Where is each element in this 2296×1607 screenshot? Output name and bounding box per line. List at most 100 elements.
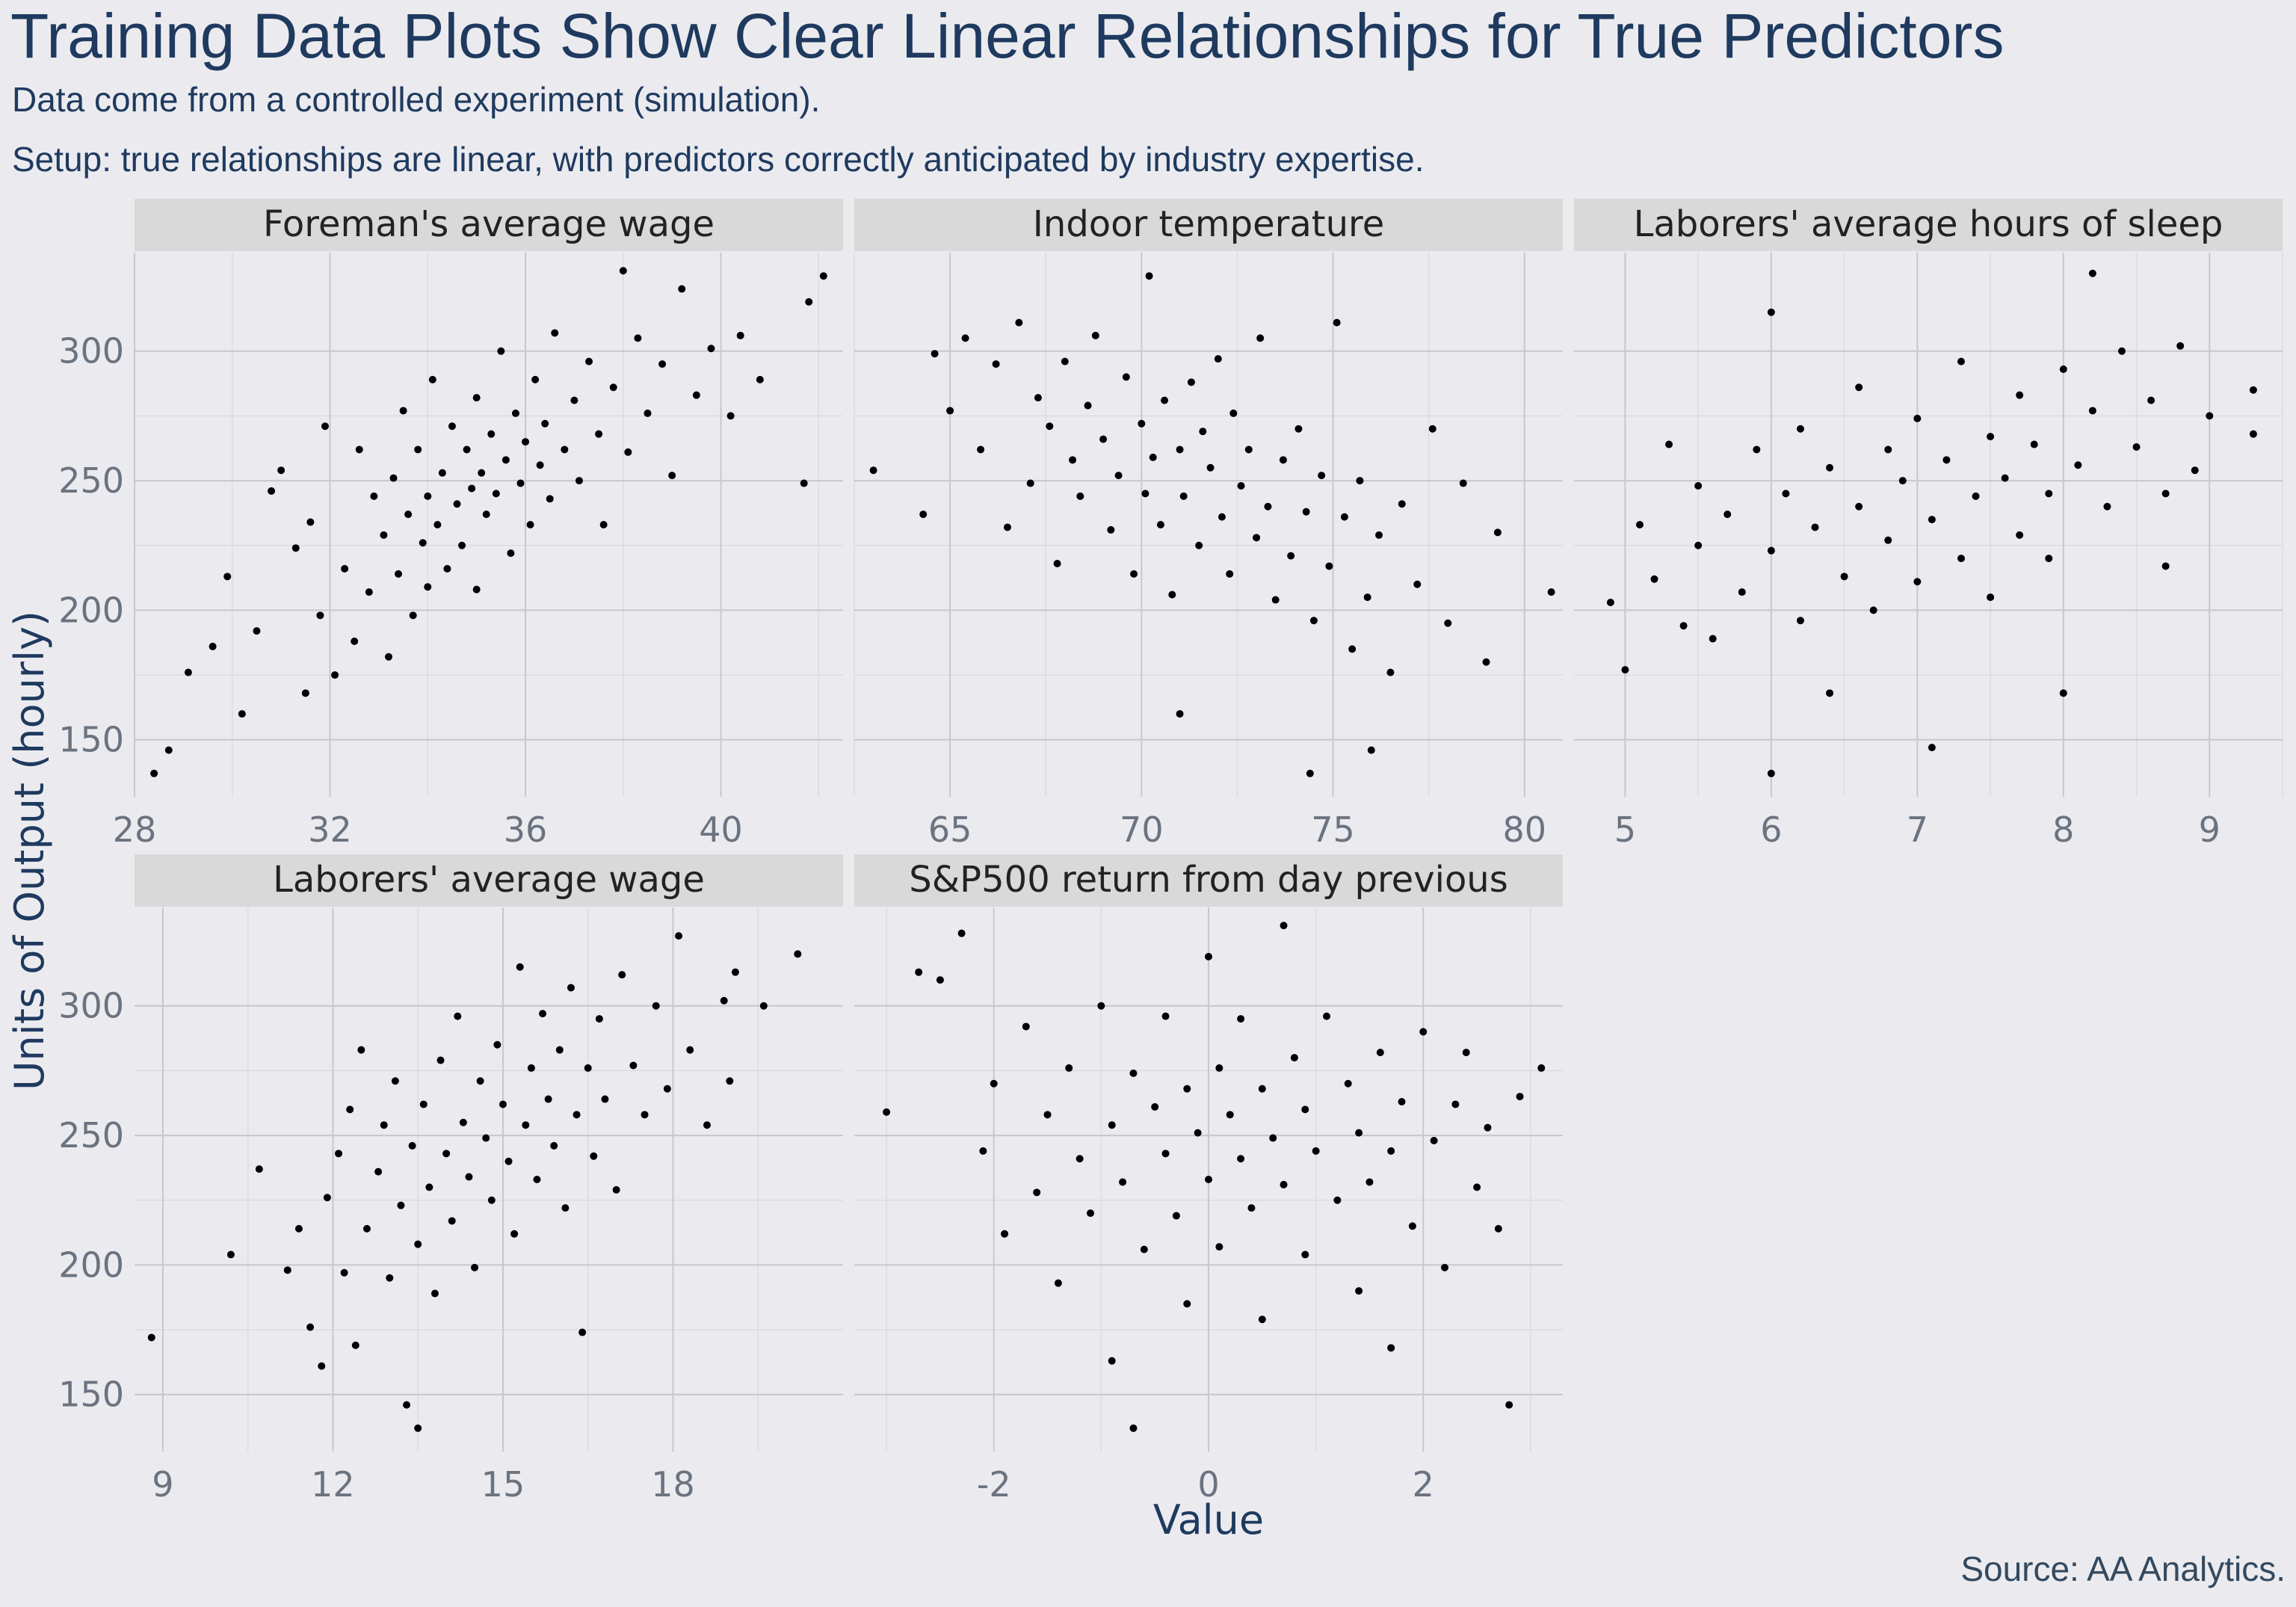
data-point bbox=[419, 539, 427, 547]
data-point bbox=[253, 627, 261, 635]
data-point bbox=[533, 1176, 541, 1183]
data-point bbox=[599, 521, 608, 528]
data-point bbox=[1176, 710, 1184, 718]
x-tick-label: 75 bbox=[1311, 809, 1355, 850]
data-point bbox=[1898, 477, 1907, 485]
data-point bbox=[318, 1362, 326, 1370]
data-point bbox=[301, 689, 309, 697]
data-point bbox=[1665, 440, 1673, 448]
data-point bbox=[443, 564, 451, 573]
data-point bbox=[355, 445, 363, 454]
data-point bbox=[2088, 407, 2096, 415]
data-point bbox=[380, 531, 388, 539]
data-point bbox=[482, 1134, 490, 1142]
data-point bbox=[459, 1118, 467, 1126]
data-point bbox=[1484, 1123, 1492, 1132]
data-point bbox=[454, 1012, 462, 1020]
data-point bbox=[1363, 593, 1371, 602]
data-point bbox=[1269, 1134, 1277, 1142]
data-point bbox=[1156, 521, 1164, 528]
data-point bbox=[1179, 492, 1188, 500]
data-point bbox=[1053, 560, 1061, 567]
data-point bbox=[2001, 474, 2009, 482]
data-point bbox=[1226, 1111, 1234, 1119]
data-point bbox=[2206, 412, 2214, 420]
x-tick-label: 36 bbox=[504, 809, 548, 850]
y-tick-label: 150 bbox=[58, 720, 124, 760]
data-point bbox=[346, 1105, 354, 1114]
data-point bbox=[1099, 435, 1108, 443]
data-point bbox=[584, 1064, 592, 1072]
data-point bbox=[1767, 308, 1775, 316]
data-point bbox=[1547, 588, 1555, 596]
y-tick-label: 150 bbox=[58, 1375, 124, 1415]
x-tick-label: 5 bbox=[1614, 809, 1636, 850]
data-point bbox=[340, 1268, 348, 1277]
y-tick-label: 250 bbox=[58, 1115, 124, 1156]
data-point bbox=[414, 445, 422, 454]
facet-strip-label: S&P500 return from day previous bbox=[909, 859, 1507, 901]
x-tick-label: 80 bbox=[1502, 809, 1546, 850]
data-point bbox=[555, 1046, 564, 1054]
data-point bbox=[2030, 440, 2038, 448]
data-point bbox=[335, 1150, 343, 1158]
data-point bbox=[150, 769, 158, 777]
data-point bbox=[1001, 1230, 1009, 1238]
data-point bbox=[430, 1289, 439, 1298]
data-point bbox=[1161, 396, 1169, 404]
data-point bbox=[1205, 1176, 1212, 1183]
data-point bbox=[1280, 1180, 1288, 1188]
data-point bbox=[992, 360, 1000, 368]
data-point bbox=[395, 570, 403, 578]
data-point bbox=[1428, 425, 1436, 433]
data-point bbox=[931, 350, 939, 358]
x-tick-label: 65 bbox=[928, 809, 972, 850]
data-point bbox=[1306, 769, 1314, 777]
data-point bbox=[800, 479, 808, 487]
data-point bbox=[409, 611, 417, 620]
data-point bbox=[2249, 430, 2257, 438]
data-point bbox=[1054, 1279, 1062, 1287]
data-point bbox=[1097, 1002, 1105, 1010]
data-point bbox=[1138, 419, 1146, 428]
data-point bbox=[2016, 531, 2024, 539]
data-point bbox=[1355, 1287, 1363, 1295]
data-point bbox=[465, 1173, 473, 1181]
data-point bbox=[1494, 1224, 1502, 1233]
data-point bbox=[2016, 391, 2024, 399]
data-point bbox=[663, 1085, 671, 1093]
data-point bbox=[2045, 555, 2053, 563]
data-point bbox=[436, 1056, 445, 1064]
data-point bbox=[164, 746, 173, 754]
data-point bbox=[1244, 445, 1253, 454]
data-point bbox=[1087, 1209, 1094, 1218]
x-tick-label: 0 bbox=[1197, 1464, 1219, 1505]
data-point bbox=[1318, 472, 1326, 480]
data-point bbox=[1606, 599, 1614, 606]
data-point bbox=[1076, 492, 1084, 500]
data-point bbox=[1840, 573, 1848, 581]
data-point bbox=[1271, 596, 1280, 604]
data-point bbox=[544, 1095, 552, 1103]
data-point bbox=[487, 1196, 496, 1204]
x-tick-label: 9 bbox=[152, 1464, 173, 1505]
data-point bbox=[487, 430, 496, 438]
data-point bbox=[380, 1121, 388, 1129]
data-point bbox=[1650, 575, 1658, 583]
data-point bbox=[1161, 1012, 1170, 1020]
chart-subtitle-line-1: Data come from a controlled experiment (… bbox=[12, 80, 821, 119]
data-point bbox=[1187, 378, 1195, 386]
data-point bbox=[1084, 401, 1092, 410]
data-point bbox=[1441, 1263, 1448, 1271]
data-point bbox=[223, 573, 232, 581]
data-point bbox=[1149, 453, 1157, 461]
data-point bbox=[1069, 456, 1077, 464]
data-point bbox=[1114, 472, 1123, 480]
data-point bbox=[478, 469, 486, 477]
data-point bbox=[1076, 1155, 1084, 1163]
data-point bbox=[362, 1224, 371, 1233]
data-point bbox=[1015, 318, 1023, 327]
data-point bbox=[294, 1224, 303, 1233]
data-point bbox=[624, 448, 632, 456]
data-point bbox=[492, 490, 500, 498]
